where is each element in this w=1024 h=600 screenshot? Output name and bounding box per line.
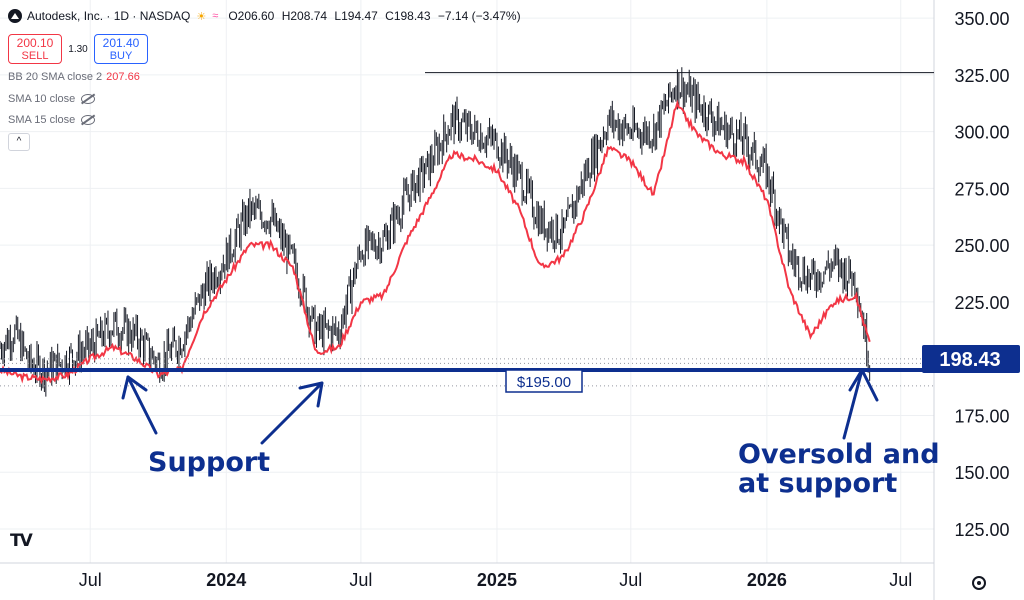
support-arrow-right	[260, 381, 324, 445]
hidden-eye-icon[interactable]	[81, 94, 96, 104]
sma-line	[0, 99, 871, 385]
trade-buttons: 200.10 SELL 1.30 201.40 BUY	[8, 34, 148, 64]
last-price-label: 198.43	[939, 349, 1000, 371]
buy-price: 201.40	[102, 36, 140, 50]
y-tick-label: 250.00	[954, 236, 1009, 256]
change-value: −7.14 (−3.47%)	[437, 9, 521, 23]
low-value: L194.47	[334, 9, 378, 23]
spread-value: 1.30	[68, 43, 88, 55]
price-axis: 350.00 325.00 300.00 275.00 250.00 225.00 175.…	[954, 9, 1009, 540]
buy-button[interactable]: 201.40 BUY	[94, 34, 148, 64]
sma-series	[0, 99, 871, 385]
x-tick-label: 2026	[747, 570, 787, 590]
settings-gear-icon[interactable]	[972, 576, 986, 590]
collapse-indicators-button[interactable]: ^	[8, 133, 30, 151]
symbol-header: Autodesk, Inc. · 1D · NASDAQ ☀ ≈ O206.60…	[8, 9, 521, 23]
high-value: H208.74	[281, 9, 328, 23]
indicator-bb[interactable]: BB 20 SMA close 2 207.66	[8, 71, 140, 83]
y-tick-label: 275.00	[954, 179, 1009, 199]
buy-label: BUY	[109, 50, 133, 62]
x-tick-label: 2025	[477, 570, 517, 590]
sma15-label: SMA 15 close	[8, 114, 76, 126]
support-level-label-box	[505, 369, 583, 393]
x-tick-label: Jul	[619, 570, 642, 590]
indicator-sma15[interactable]: SMA 15 close	[8, 114, 96, 126]
hidden-eye-icon[interactable]	[81, 115, 96, 125]
x-tick-label: Jul	[889, 570, 912, 590]
sell-price: 200.10	[16, 36, 54, 50]
indicator-sma10[interactable]: SMA 10 close	[8, 93, 96, 105]
price-bars-series	[0, 67, 871, 397]
x-tick-label: Jul	[349, 570, 372, 590]
sma10-label: SMA 10 close	[8, 93, 76, 105]
y-tick-label: 225.00	[954, 293, 1009, 313]
symbol-title[interactable]: Autodesk, Inc. · 1D · NASDAQ	[27, 9, 191, 23]
support-level-label: $195.00	[517, 374, 571, 391]
time-axis: Jul 2024 Jul 2025 Jul 2026 Jul	[79, 570, 913, 590]
oversold-arrow	[842, 368, 879, 440]
open-value: O206.60	[228, 9, 275, 23]
y-tick-label: 300.00	[954, 123, 1009, 143]
autodesk-logo-icon	[8, 9, 22, 23]
sell-label: SELL	[21, 50, 49, 62]
ohlc-values: O206.60 H208.74 L194.47 C198.43 −7.14 (−…	[224, 9, 520, 23]
bb-label: BB 20 SMA close 2	[8, 71, 103, 83]
y-tick-label: 350.00	[954, 9, 1009, 29]
support-arrow-left	[121, 375, 158, 435]
bb-value: 207.66	[106, 71, 140, 83]
market-open-sun-icon[interactable]: ☀	[196, 10, 207, 23]
wave-icon[interactable]: ≈	[212, 10, 219, 22]
y-tick-label: 175.00	[954, 406, 1009, 426]
last-price-label-box	[922, 345, 1020, 373]
x-tick-label: Jul	[79, 570, 102, 590]
oversold-annotation-line2: at support	[738, 468, 897, 499]
sell-button[interactable]: 200.10 SELL	[8, 34, 62, 64]
y-tick-label: 325.00	[954, 66, 1009, 86]
y-tick-label: 150.00	[954, 463, 1009, 483]
y-tick-label: 125.00	[954, 520, 1009, 540]
close-value: C198.43	[385, 9, 431, 23]
horizontal-levels	[0, 72, 934, 387]
tradingview-logo: TV	[10, 531, 33, 551]
chart-grid	[0, 0, 934, 563]
annotation-arrows	[121, 368, 879, 445]
support-annotation: Support	[148, 447, 270, 478]
oversold-annotation-line1: Oversold and	[738, 439, 940, 470]
x-tick-label: 2024	[206, 570, 246, 590]
